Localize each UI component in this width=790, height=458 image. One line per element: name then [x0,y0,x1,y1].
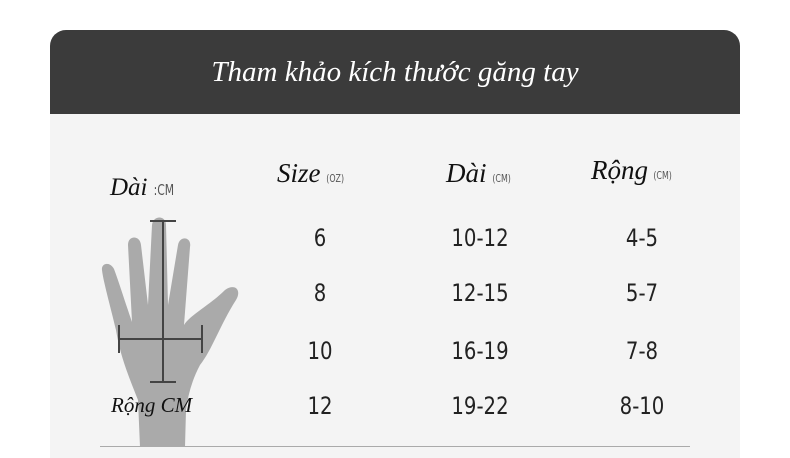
table-cell: 7-8 [625,337,659,365]
length-label: Dài :CM [110,174,176,202]
header-length-unit: (CM) [491,172,511,185]
header-size-unit: (OZ) [325,172,344,185]
length-label-text: Dài [110,174,148,201]
bottom-divider [100,446,690,447]
table-cell: 8 [313,279,327,307]
header-length-label: Dài [446,158,487,188]
width-label: Rộng CM [111,393,193,417]
header-width: Rộng (CM) [591,155,674,186]
table-cell: 6 [313,224,327,252]
header-size-label: Size [277,158,321,188]
table-cell: 5-7 [625,279,659,307]
length-unit: :CM [153,181,174,199]
table-cell: 8-10 [619,392,665,420]
header-width-unit: (CM) [653,169,672,182]
table-cell: 12-15 [451,279,509,307]
table-cell: 10-12 [451,224,509,252]
header-size: Size (OZ) [277,158,346,189]
title-bar: Tham khảo kích thước găng tay [50,30,740,114]
header-width-label: Rộng [591,155,648,185]
page-title: Tham khảo kích thước găng tay [211,55,579,88]
table-cell: 12 [307,392,333,420]
table-cell: 19-22 [451,392,509,420]
table-cell: 16-19 [451,337,509,365]
table-cell: 4-5 [625,224,659,252]
table-cell: 10 [307,337,333,365]
measure-lines [118,220,203,383]
hand-diagram [101,217,239,447]
hand-icon [101,217,239,447]
header-length: Dài (CM) [446,158,513,189]
